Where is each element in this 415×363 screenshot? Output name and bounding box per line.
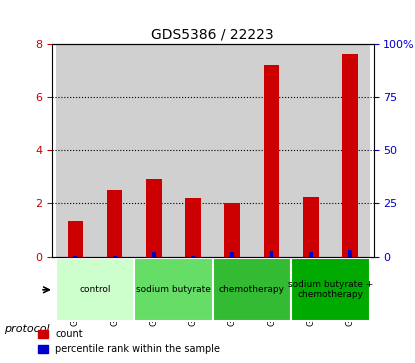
Text: sodium butyrate +
chemotherapy: sodium butyrate + chemotherapy — [288, 280, 373, 299]
FancyBboxPatch shape — [134, 258, 213, 321]
Bar — [95, 44, 134, 257]
Bar — [68, 221, 83, 257]
Bar — [342, 54, 358, 257]
Text: sodium butyrate: sodium butyrate — [136, 285, 211, 294]
Bar — [230, 252, 234, 257]
Bar — [56, 44, 95, 257]
Bar — [134, 44, 173, 257]
FancyBboxPatch shape — [56, 258, 134, 321]
FancyBboxPatch shape — [213, 258, 291, 321]
Text: protocol: protocol — [4, 323, 50, 334]
Bar — [173, 44, 213, 257]
Bar — [264, 65, 279, 257]
Bar — [330, 44, 370, 257]
Bar — [213, 44, 252, 257]
Bar — [225, 203, 240, 257]
Bar — [146, 179, 162, 257]
Bar — [303, 197, 319, 257]
Text: chemotherapy: chemotherapy — [219, 285, 285, 294]
Bar — [73, 256, 77, 257]
Bar — [348, 250, 352, 257]
Text: control: control — [79, 285, 111, 294]
Legend: count, percentile rank within the sample: count, percentile rank within the sample — [34, 326, 224, 358]
Bar — [107, 190, 122, 257]
Bar — [270, 251, 273, 257]
FancyBboxPatch shape — [291, 258, 370, 321]
Bar — [252, 44, 291, 257]
Title: GDS5386 / 22223: GDS5386 / 22223 — [151, 27, 274, 41]
Bar — [152, 252, 156, 257]
Bar — [291, 44, 330, 257]
Bar — [309, 252, 313, 257]
Bar — [185, 198, 201, 257]
